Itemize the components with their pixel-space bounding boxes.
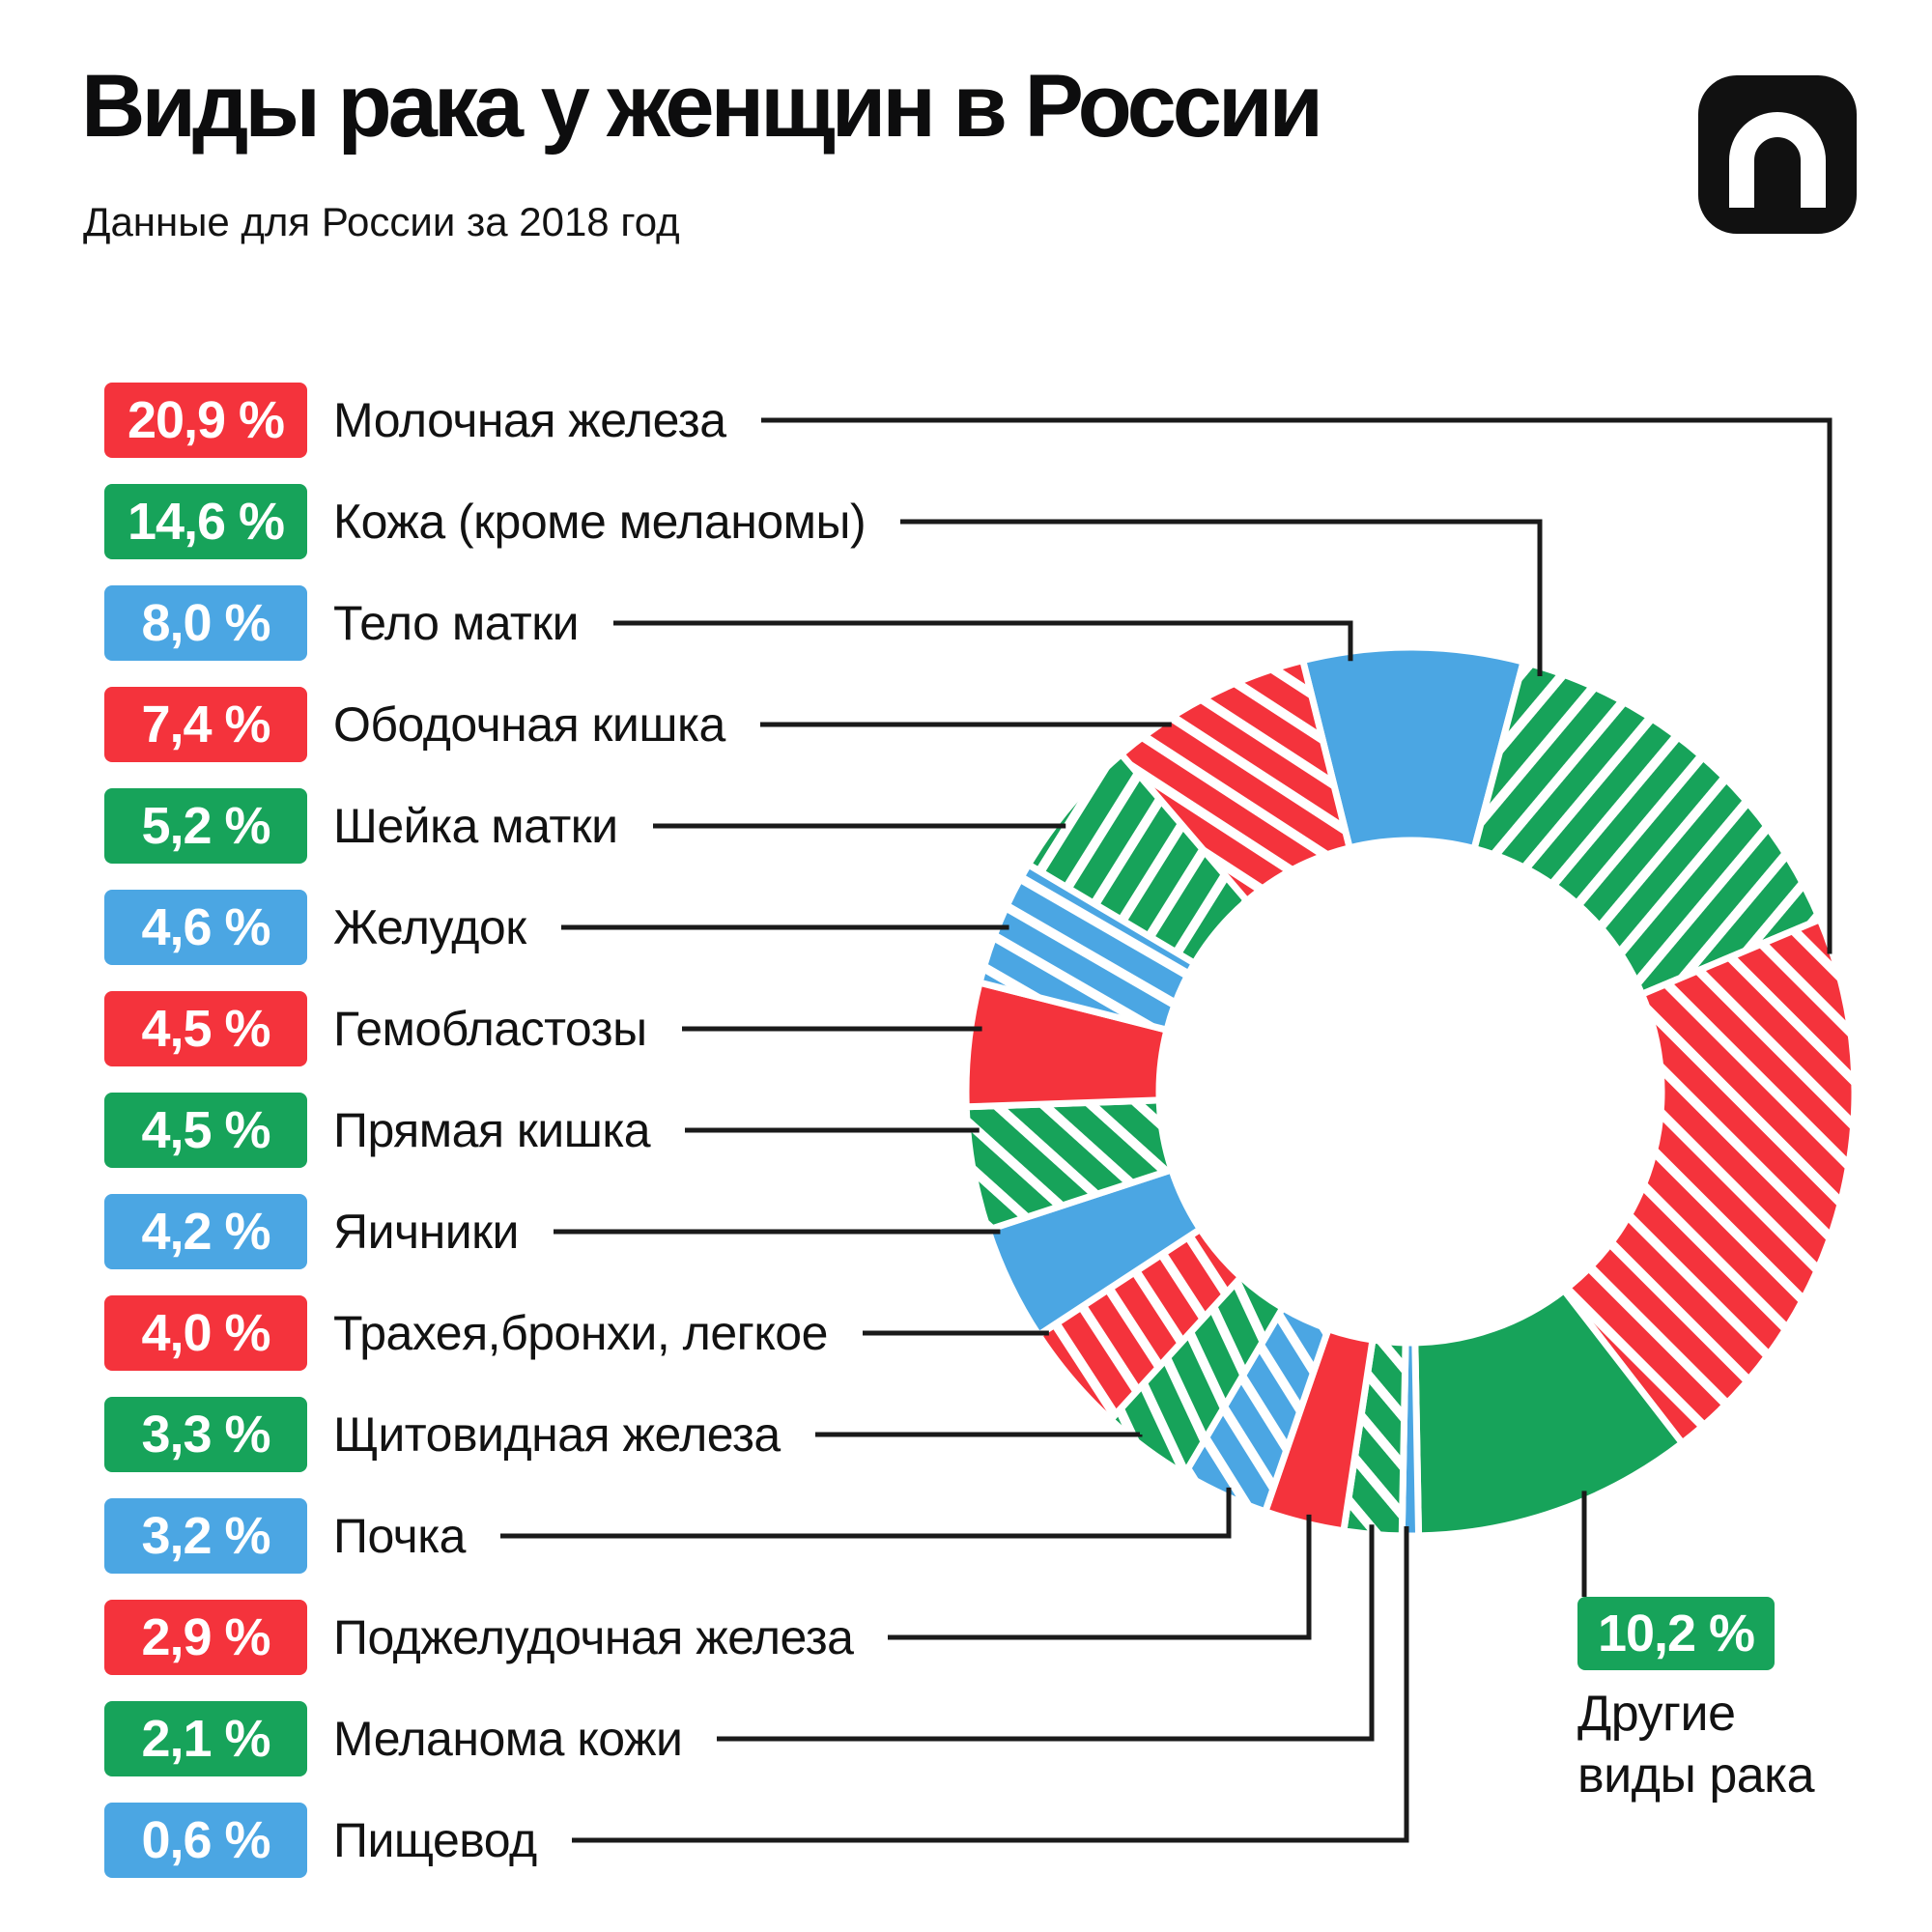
legend-item-label: Гемобластозы — [333, 1002, 647, 1056]
legend-item: 4,5 % Прямая кишка — [104, 1093, 651, 1168]
percent-badge: 7,4 % — [104, 687, 307, 762]
page-title: Виды рака у женщин в России — [81, 57, 1323, 156]
n-arch-logo-icon — [1698, 75, 1857, 234]
leader-line — [900, 519, 1543, 676]
legend-item: 0,6 % Пищевод — [104, 1803, 537, 1878]
legend-item-label: Желудок — [333, 900, 526, 954]
percent-badge: 3,3 % — [104, 1397, 307, 1472]
percent-badge: 20,9 % — [104, 383, 307, 458]
legend-item-label: Меланома кожи — [333, 1712, 683, 1766]
legend-item: 8,0 % Тело матки — [104, 585, 580, 661]
legend-item-label: Поджелудочная железа — [333, 1610, 854, 1664]
legend-item: 2,9 % Поджелудочная железа — [104, 1600, 854, 1675]
legend-item-label: Кожа (кроме меланомы) — [333, 495, 867, 549]
leader-line — [888, 1514, 1312, 1640]
legend-item-label: Прямая кишка — [333, 1103, 651, 1157]
donut-segment — [1560, 916, 1859, 1447]
other-segment-badge: 10,2 % — [1577, 1597, 1775, 1670]
percent-badge: 4,0 % — [104, 1295, 307, 1371]
percent-badge: 4,2 % — [104, 1194, 307, 1269]
percent-badge: 4,6 % — [104, 890, 307, 965]
percent-badge: 5,2 % — [104, 788, 307, 864]
percent-badge: 14,6 % — [104, 484, 307, 559]
other-segment-label: Другие виды рака — [1577, 1686, 1815, 1804]
legend-item-label: Ободочная кишка — [333, 697, 725, 752]
percent-badge: 2,1 % — [104, 1701, 307, 1776]
legend-item-label: Трахея,бронхи, легкое — [333, 1306, 828, 1360]
legend-item-label: Тело матки — [333, 596, 580, 650]
leader-line — [613, 620, 1353, 662]
leader-line — [572, 1525, 1409, 1843]
legend-item: 3,3 % Щитовидная железа — [104, 1397, 781, 1472]
legend-item: 5,2 % Шейка матки — [104, 788, 618, 864]
percent-badge: 2,9 % — [104, 1600, 307, 1675]
percent-badge: 8,0 % — [104, 585, 307, 661]
leader-line — [500, 1487, 1232, 1539]
legend-item: 3,2 % Почка — [104, 1498, 466, 1574]
legend-item: 4,6 % Желудок — [104, 890, 526, 965]
legend-item-label: Почка — [333, 1509, 466, 1563]
percent-badge: 0,6 % — [104, 1803, 307, 1878]
legend-item-label: Пищевод — [333, 1813, 537, 1867]
page-subtitle: Данные для России за 2018 год — [83, 199, 680, 244]
legend-item: 4,0 % Трахея,бронхи, легкое — [104, 1295, 828, 1371]
legend-item: 7,4 % Ободочная кишка — [104, 687, 725, 762]
leader-line — [761, 417, 1833, 954]
legend-item-label: Шейка матки — [333, 799, 618, 853]
donut-segment — [1470, 658, 1824, 998]
legend-item: 2,1 % Меланома кожи — [104, 1701, 683, 1776]
leader-lines — [500, 417, 1833, 1843]
legend-item-label: Молочная железа — [333, 393, 726, 447]
legend-item: 4,2 % Яичники — [104, 1194, 519, 1269]
percent-badge: 3,2 % — [104, 1498, 307, 1574]
legend-item-label: Щитовидная железа — [333, 1407, 781, 1462]
donut-segment — [1118, 657, 1353, 905]
legend-item: 14,6 % Кожа (кроме меланомы) — [104, 484, 867, 559]
leader-line — [717, 1524, 1375, 1742]
legend-item-label: Яичники — [333, 1205, 519, 1259]
percent-badge: 4,5 % — [104, 1093, 307, 1168]
donut-segments — [962, 643, 1859, 1540]
percent-badge: 4,5 % — [104, 991, 307, 1066]
legend-item: 4,5 % Гемобластозы — [104, 991, 647, 1066]
legend-item: 20,9 % Молочная железа — [104, 383, 726, 458]
